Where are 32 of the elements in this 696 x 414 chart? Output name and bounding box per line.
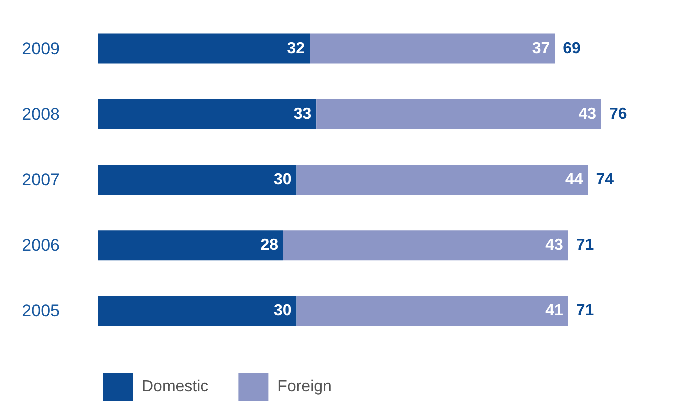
total-label: 76	[610, 106, 628, 123]
data-label: 41	[546, 302, 564, 320]
total-label: 71	[576, 237, 594, 254]
data-label: 30	[274, 302, 292, 320]
total-label: 71	[576, 302, 594, 320]
bar	[284, 230, 568, 261]
y-tick-label: 2006	[22, 236, 60, 256]
bar	[296, 296, 568, 326]
data-label: 43	[578, 106, 597, 123]
bar	[98, 296, 297, 326]
data-label: 33	[294, 106, 312, 123]
legend-label: Domestic	[142, 378, 209, 396]
data-label: 28	[260, 237, 279, 254]
bar	[98, 99, 317, 130]
y-tick-label: 2009	[22, 39, 60, 58]
y-tick-label: 2008	[22, 104, 60, 124]
data-label: 43	[546, 237, 564, 254]
y-tick-label: 2005	[22, 302, 60, 321]
bar	[316, 99, 602, 130]
bar	[296, 165, 588, 195]
bar	[98, 34, 310, 64]
bar	[98, 165, 297, 195]
total-label: 69	[563, 40, 582, 58]
data-label: 32	[287, 40, 306, 58]
y-tick-label: 2007	[22, 170, 60, 190]
legend-label: Foreign	[278, 378, 332, 396]
data-label: 44	[565, 172, 584, 188]
bar	[310, 34, 556, 64]
total-label: 74	[596, 172, 614, 188]
data-label: 30	[274, 172, 292, 188]
data-label: 37	[532, 40, 550, 58]
bar	[98, 230, 284, 261]
